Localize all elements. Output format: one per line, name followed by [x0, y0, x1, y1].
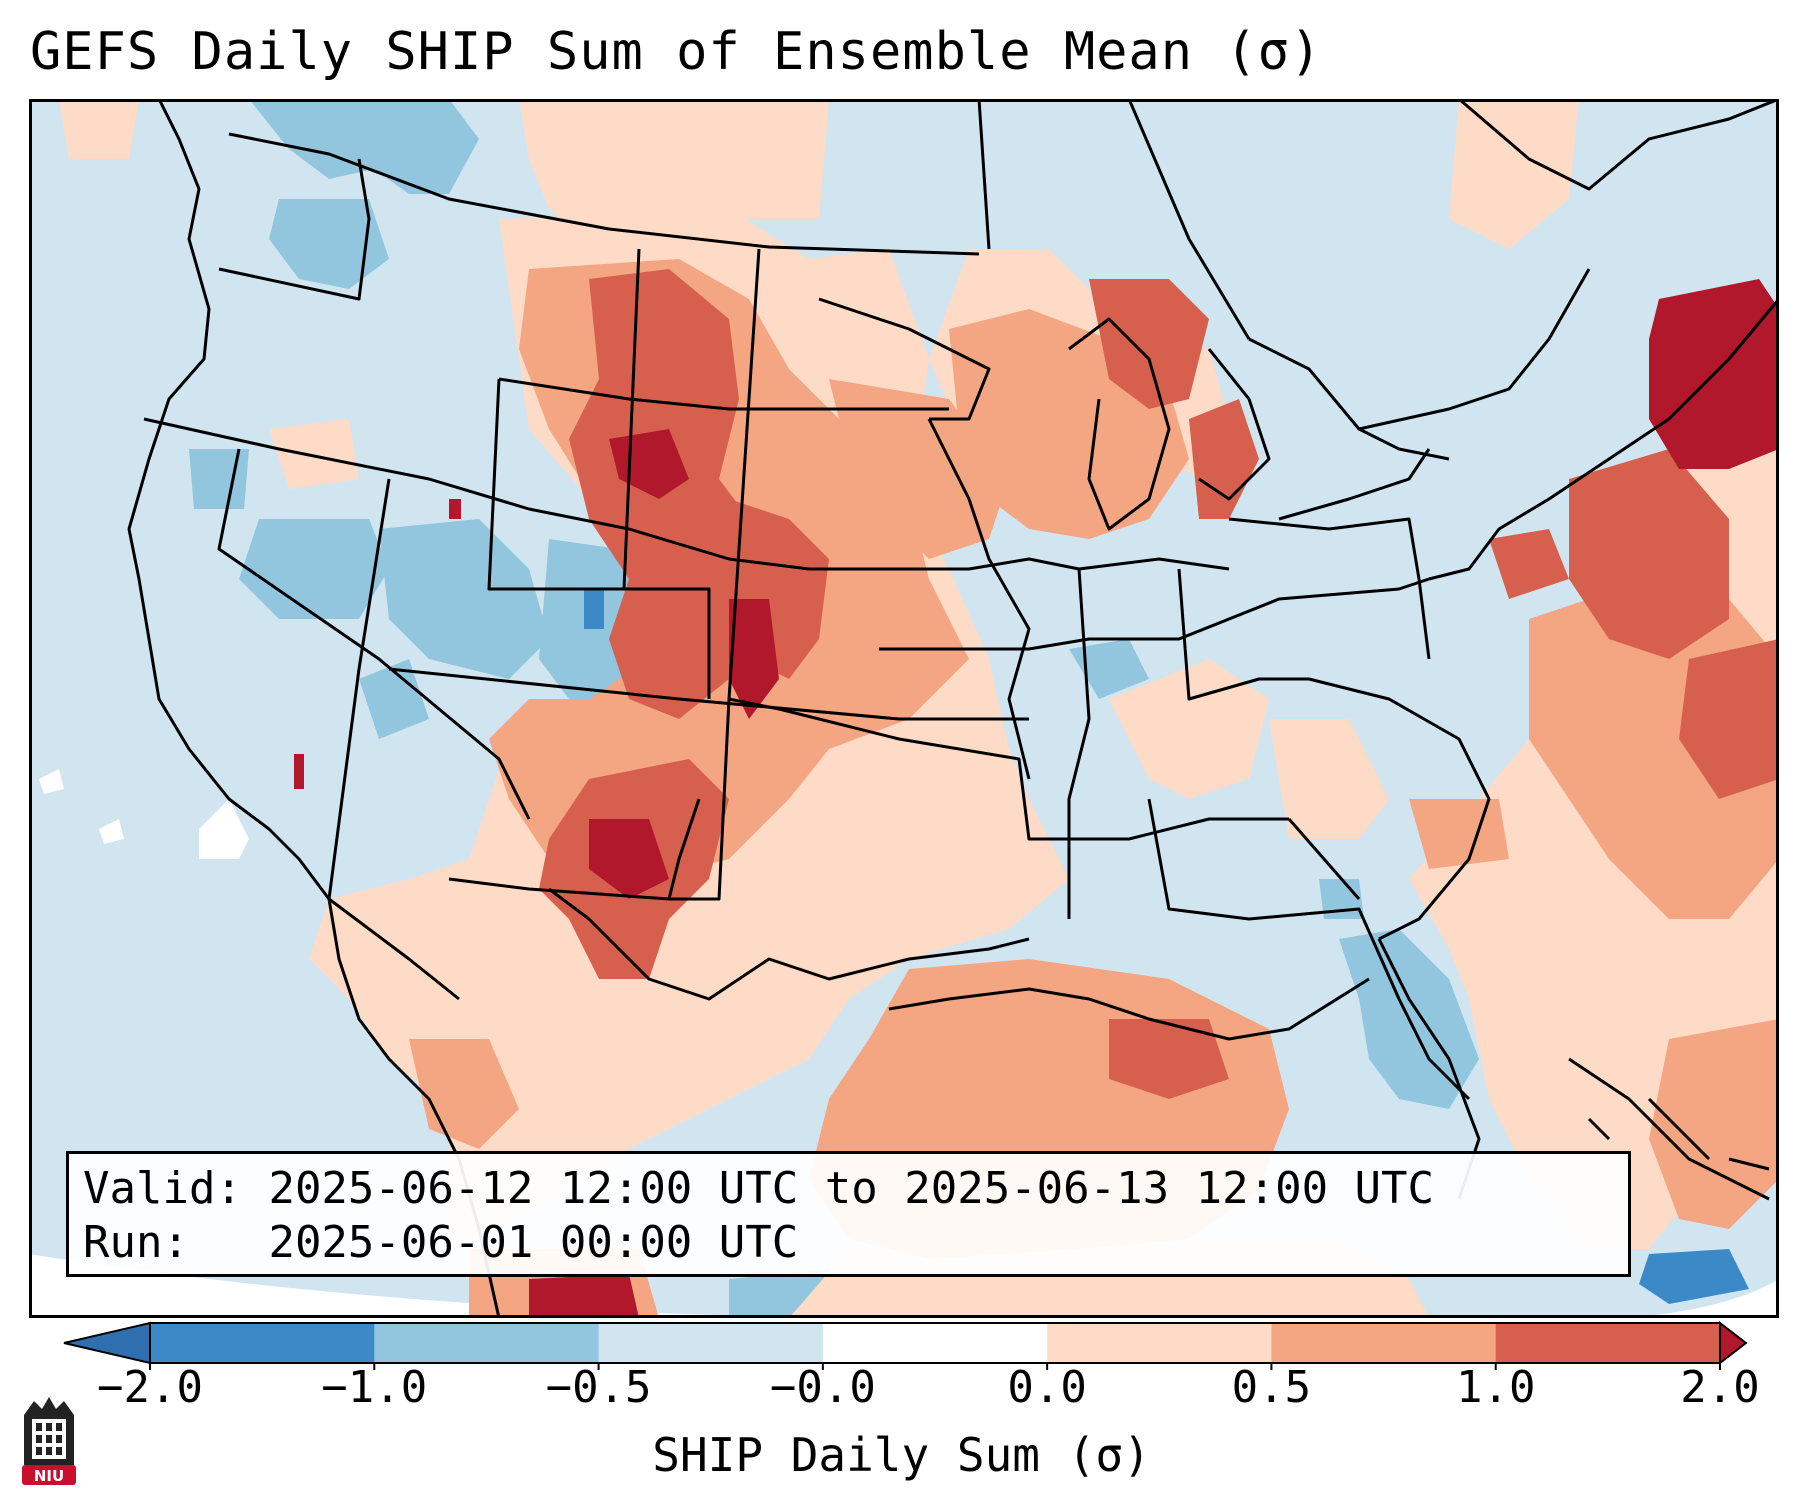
niu-logo-text: NIU: [34, 1467, 64, 1485]
colorbar: [63, 1320, 1748, 1370]
colorbar-tick-labels: −2.0 −1.0 −0.5 −0.0 0.0 0.5 1.0 2.0: [0, 1362, 1803, 1422]
colorbar-tick-label: −2.0: [97, 1362, 203, 1413]
run-label: Run:: [83, 1217, 189, 1268]
valid-run-info-box: Valid: 2025-06-12 12:00 UTC to 2025-06-1…: [66, 1151, 1631, 1277]
niu-logo: NIU: [22, 1397, 76, 1485]
extreme-positive-patches: [294, 279, 1779, 1318]
run-line: Run: 2025-06-01 00:00 UTC: [83, 1216, 1614, 1270]
colorbar-extend-low: [63, 1321, 151, 1365]
colorbar-extend-high: [1719, 1320, 1748, 1366]
map-frame: [29, 99, 1779, 1318]
chart-title: GEFS Daily SHIP Sum of Ensemble Mean (σ): [30, 22, 1323, 82]
valid-line: Valid: 2025-06-12 12:00 UTC to 2025-06-1…: [83, 1162, 1614, 1216]
colorbar-tick-label: −0.5: [545, 1362, 652, 1413]
colorbar-tick-label: 0.0: [1007, 1362, 1087, 1413]
colorbar-tick-label: −0.0: [769, 1362, 876, 1413]
colorbar-bin: [598, 1323, 824, 1363]
niu-logo-badge: [22, 1465, 76, 1485]
colorbar-border: [149, 1322, 1721, 1364]
colorbar-tick-label: 2.0: [1680, 1362, 1760, 1413]
valid-value: 2025-06-12 12:00 UTC to 2025-06-13 12:00…: [268, 1163, 1435, 1214]
colorbar-tick-label: 1.0: [1455, 1362, 1536, 1413]
colorbar-tick-label: 0.5: [1231, 1362, 1312, 1413]
colorbar-bin: [1271, 1323, 1497, 1363]
colorbar-label: SHIP Daily Sum (σ): [652, 1428, 1151, 1482]
valid-label: Valid:: [83, 1163, 242, 1214]
white-gap-patches: [39, 769, 249, 859]
colorbar-bin: [1495, 1323, 1721, 1363]
state-boundaries: [127, 99, 1779, 1318]
map-panel: [29, 99, 1779, 1318]
domain-edge-sw: [29, 1254, 929, 1318]
colorbar-bin: [822, 1323, 1048, 1363]
domain-edge-se: [1629, 1279, 1779, 1318]
colorbar-bin: [150, 1323, 375, 1363]
colorbar-tick-label: −1.0: [321, 1362, 428, 1413]
colorbar-bin: [374, 1323, 600, 1363]
anomaly-map: [29, 99, 1779, 1318]
run-value: 2025-06-01 00:00 UTC: [268, 1217, 799, 1268]
colorbar-bin: [1047, 1323, 1272, 1363]
